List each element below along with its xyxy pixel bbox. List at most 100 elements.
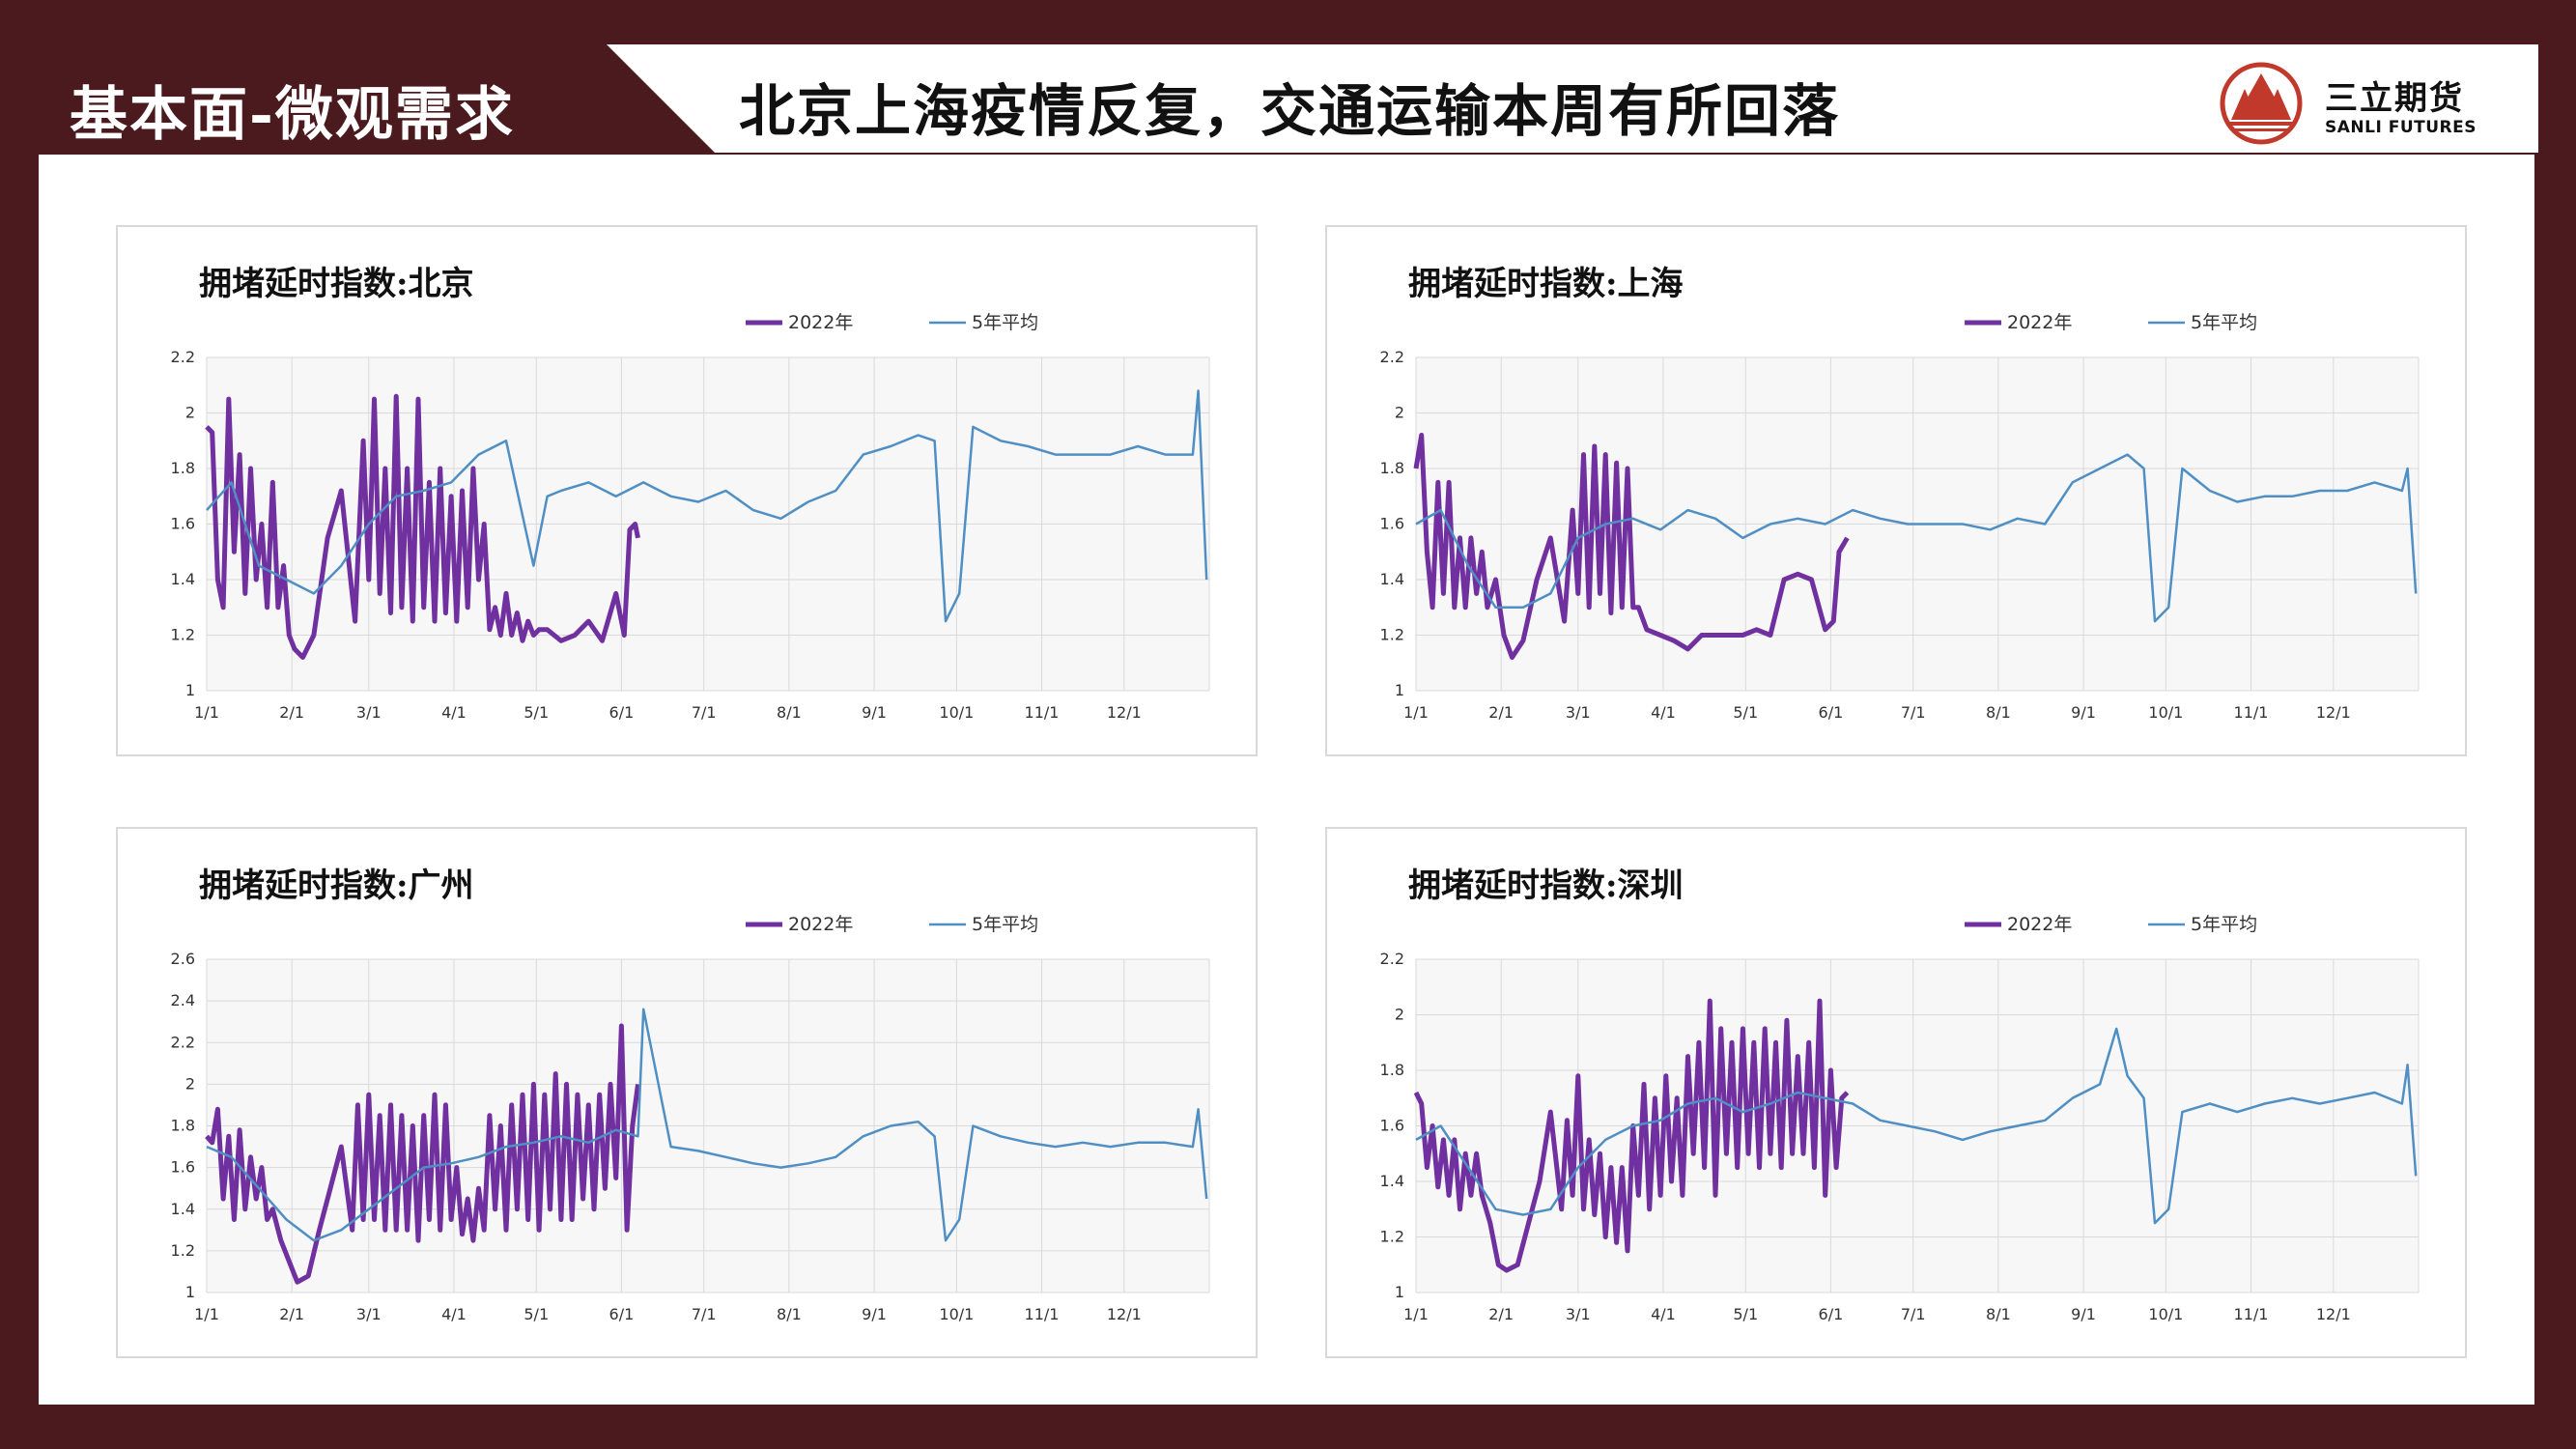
x-tick-label: 12/1 <box>1107 1305 1142 1323</box>
logo-text-cn: 三立期货 <box>2325 79 2464 118</box>
y-tick-label: 1.2 <box>171 626 195 644</box>
title-panel <box>607 44 2538 153</box>
x-tick-label: 12/1 <box>2316 1305 2351 1323</box>
y-tick-label: 2 <box>1395 1006 1404 1024</box>
series-line-2022 <box>1413 998 1850 1273</box>
x-tick-label: 10/1 <box>2148 703 2183 722</box>
x-tick-label: 2/1 <box>1488 703 1514 722</box>
x-tick-label: 10/1 <box>939 1305 974 1323</box>
chart-title: 拥堵延时指数:上海 <box>1408 265 1684 303</box>
y-tick-label: 2.2 <box>1380 348 1404 366</box>
y-tick-label: 1.6 <box>1380 515 1404 533</box>
logo-text-en: SANLI FUTURES <box>2325 118 2477 137</box>
x-tick-label: 3/1 <box>356 703 382 722</box>
chart-title: 拥堵延时指数:深圳 <box>1408 867 1684 905</box>
x-tick-label: 9/1 <box>862 703 887 722</box>
y-tick-label: 2.2 <box>171 1033 195 1051</box>
x-tick-label: 6/1 <box>1819 703 1844 722</box>
x-tick-label: 7/1 <box>692 1305 717 1323</box>
legend-label: 5年平均 <box>2191 914 2257 935</box>
y-tick-label: 2 <box>185 1074 195 1093</box>
x-tick-label: 7/1 <box>692 703 717 722</box>
chart-beijing: 拥堵延时指数:北京 1 1.2 1.4 1.6 1.8 2 2.2 1/1 2/1 3/1 4/1 5/… <box>171 265 1210 722</box>
legend-label: 5年平均 <box>2191 312 2257 333</box>
series-line-5yr-avg <box>1415 453 2418 623</box>
x-tick-label: 8/1 <box>777 703 802 722</box>
y-tick-label: 1.4 <box>1380 1172 1404 1190</box>
mountain-logo-icon <box>2220 62 2303 145</box>
y-tick-label: 1.6 <box>171 515 195 533</box>
x-tick-label: 3/1 <box>356 1305 382 1323</box>
series-line-2022 <box>1413 433 1850 660</box>
x-tick-label: 12/1 <box>2316 703 2351 722</box>
y-tick-label: 2.4 <box>171 991 195 1009</box>
x-tick-label: 4/1 <box>441 703 467 722</box>
x-tick-label: 8/1 <box>1986 703 2011 722</box>
x-tick-label: 1/1 <box>1403 703 1429 722</box>
y-tick-label: 1.6 <box>171 1158 195 1177</box>
content-area: 拥堵延时指数:北京 1 1.2 1.4 1.6 1.8 2 2.2 1/1 2/1 3/1 4/1 5/… <box>39 155 2534 1405</box>
x-tick-label: 4/1 <box>441 1305 467 1323</box>
y-tick-label: 2 <box>185 404 195 422</box>
y-tick-label: 1 <box>1395 1283 1404 1301</box>
legend-label: 2022年 <box>788 312 853 333</box>
chart-panel-shenzhen: 拥堵延时指数:深圳 1 1.2 1.4 1.6 1.8 2 2.2 1/1 2/1 3/1 4/1 5/… <box>1325 827 2467 1358</box>
y-tick-label: 1.6 <box>1380 1117 1404 1135</box>
y-tick-label: 1.4 <box>1380 570 1404 588</box>
y-tick-label: 2.6 <box>171 950 195 968</box>
x-tick-label: 1/1 <box>194 703 219 722</box>
x-tick-label: 9/1 <box>2071 703 2096 722</box>
x-tick-label: 10/1 <box>939 703 974 722</box>
x-tick-label: 9/1 <box>2071 1305 2096 1323</box>
section-label: 基本面-微观需求 <box>70 81 515 149</box>
series-line-5yr-avg <box>206 389 1208 623</box>
chart-shanghai: 拥堵延时指数:上海 1 1.2 1.4 1.6 1.8 2 2.2 1/1 2/1 3/1 4/1 5/… <box>1380 265 2420 722</box>
x-tick-label: 11/1 <box>1025 703 1060 722</box>
series-line-5yr-avg <box>206 1008 1208 1242</box>
series-line-2022 <box>205 393 640 660</box>
y-tick-label: 1.8 <box>171 1117 195 1135</box>
x-tick-label: 3/1 <box>1566 1305 1591 1323</box>
x-tick-label: 5/1 <box>524 1305 549 1323</box>
x-tick-label: 3/1 <box>1566 703 1591 722</box>
chart-panel-beijing: 拥堵延时指数:北京 1 1.2 1.4 1.6 1.8 2 2.2 1/1 2/1 3/1 4/1 5/… <box>116 225 1258 756</box>
chart-shenzhen: 拥堵延时指数:深圳 1 1.2 1.4 1.6 1.8 2 2.2 1/1 2/1 3/1 4/1 5/… <box>1380 867 2420 1323</box>
x-tick-label: 4/1 <box>1651 703 1676 722</box>
legend-label: 2022年 <box>2007 312 2072 333</box>
x-tick-label: 2/1 <box>279 703 304 722</box>
x-tick-label: 6/1 <box>609 1305 635 1323</box>
series-line-2022 <box>205 1023 640 1285</box>
x-tick-label: 11/1 <box>2234 1305 2269 1323</box>
x-tick-label: 1/1 <box>194 1305 219 1323</box>
x-tick-label: 2/1 <box>279 1305 304 1323</box>
legend-label: 2022年 <box>2007 914 2072 935</box>
y-tick-label: 1 <box>185 1283 195 1301</box>
legend-label: 2022年 <box>788 914 853 935</box>
chart-title: 拥堵延时指数:北京 <box>199 265 474 303</box>
y-tick-label: 1.2 <box>1380 1228 1404 1246</box>
y-tick-label: 1.8 <box>1380 459 1404 477</box>
x-tick-label: 5/1 <box>524 703 549 722</box>
x-tick-label: 2/1 <box>1488 1305 1514 1323</box>
y-tick-label: 1.8 <box>171 459 195 477</box>
slide-title: 北京上海疫情反复，交通运输本周有所回落 <box>739 78 1841 144</box>
legend-label: 5年平均 <box>972 914 1038 935</box>
x-tick-label: 10/1 <box>2148 1305 2183 1323</box>
y-tick-label: 2.2 <box>171 348 195 366</box>
x-tick-label: 4/1 <box>1651 1305 1676 1323</box>
y-tick-label: 1.4 <box>171 570 195 588</box>
y-tick-label: 1 <box>185 681 195 699</box>
chart-panel-shanghai: 拥堵延时指数:上海 1 1.2 1.4 1.6 1.8 2 2.2 1/1 2/1 3/1 4/1 5/… <box>1325 225 2467 756</box>
legend-label: 5年平均 <box>972 312 1038 333</box>
y-tick-label: 1.8 <box>1380 1061 1404 1079</box>
chart-guangzhou: 拥堵延时指数:广州 1 1.2 1.4 1.6 1.8 2 2.2 2.4 2.6 1/1 2/1 3/… <box>171 867 1210 1323</box>
x-tick-label: 8/1 <box>1986 1305 2011 1323</box>
x-tick-label: 1/1 <box>1403 1305 1429 1323</box>
x-tick-label: 12/1 <box>1107 703 1142 722</box>
y-tick-label: 1.4 <box>171 1200 195 1218</box>
x-tick-label: 11/1 <box>2234 703 2269 722</box>
x-tick-label: 8/1 <box>777 1305 802 1323</box>
x-tick-label: 5/1 <box>1733 703 1758 722</box>
y-tick-label: 2 <box>1395 404 1404 422</box>
series-line-5yr-avg <box>1415 1027 2418 1225</box>
